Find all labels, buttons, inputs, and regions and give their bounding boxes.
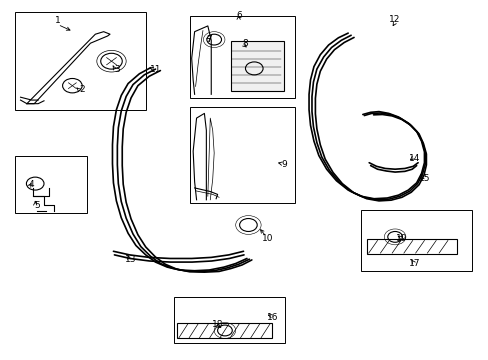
Text: 16: 16 — [266, 313, 278, 322]
Text: 8: 8 — [242, 40, 248, 49]
Bar — [189, 16, 294, 98]
Text: 12: 12 — [388, 15, 400, 24]
Text: 15: 15 — [418, 174, 429, 183]
Text: 6: 6 — [236, 10, 242, 19]
Bar — [366, 239, 456, 254]
Text: 13: 13 — [125, 256, 137, 264]
Bar — [177, 323, 272, 338]
Polygon shape — [27, 32, 110, 104]
Text: 1: 1 — [55, 16, 61, 25]
Bar — [230, 41, 283, 91]
Text: 4: 4 — [29, 180, 35, 189]
Text: 18: 18 — [211, 320, 223, 329]
Text: 17: 17 — [408, 259, 420, 268]
Text: 5: 5 — [34, 202, 40, 210]
Bar — [189, 107, 294, 203]
Bar — [15, 156, 87, 213]
Text: 10: 10 — [262, 234, 273, 243]
Text: 2: 2 — [79, 85, 85, 94]
Text: 14: 14 — [408, 154, 420, 163]
Text: 9: 9 — [281, 161, 287, 169]
Text: 7: 7 — [206, 35, 212, 44]
Text: 3: 3 — [114, 65, 120, 74]
Text: 11: 11 — [149, 65, 161, 74]
Bar — [360, 210, 471, 271]
Bar — [15, 12, 145, 110]
Bar — [173, 297, 285, 343]
Text: 19: 19 — [395, 234, 407, 243]
